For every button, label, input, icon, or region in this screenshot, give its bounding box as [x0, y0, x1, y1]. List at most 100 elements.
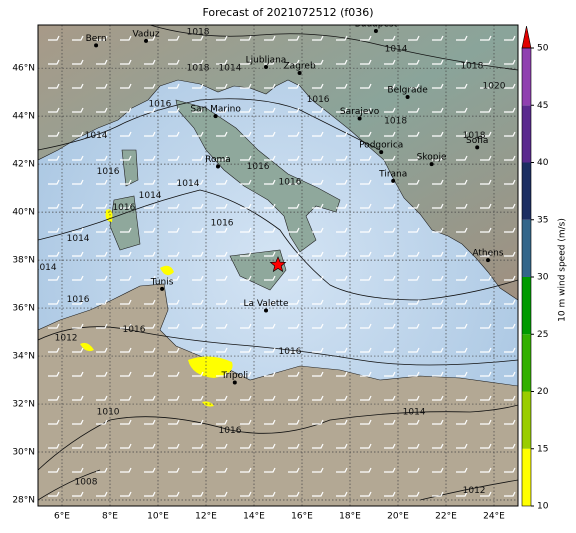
wind-barb: [192, 443, 204, 449]
y-tick-label: 46°N: [12, 64, 35, 74]
wind-barb: [264, 107, 276, 113]
wind-barb: [504, 443, 516, 449]
wind-barb: [408, 203, 420, 209]
wind-barb: [456, 179, 468, 185]
wind-barb: [360, 251, 372, 257]
wind-barb: [384, 203, 396, 209]
wind-barb: [456, 35, 468, 41]
wind-barb: [480, 371, 492, 377]
x-tick-label: 6°E: [54, 512, 70, 522]
wind-barb: [168, 491, 180, 497]
wind-barb: [72, 107, 84, 113]
wind-barb: [456, 419, 468, 425]
wind-barb: [408, 35, 420, 41]
wind-barb: [120, 419, 132, 425]
wind-barb: [120, 35, 132, 41]
wind-barb: [408, 323, 420, 329]
city-label: Vaduz: [132, 29, 159, 39]
wind-barb: [240, 251, 252, 257]
wind-barb: [288, 443, 300, 449]
wind-barb: [504, 323, 516, 329]
city-dot: [232, 380, 237, 385]
wind-barb: [504, 275, 516, 281]
wind-barb: [72, 491, 84, 497]
wind-barb: [48, 467, 60, 473]
city-label: Skopje: [417, 153, 447, 163]
wind-barb: [96, 347, 108, 353]
wind-barb: [456, 299, 468, 305]
colorbar-extend: [521, 25, 532, 49]
city-label: Bern: [86, 34, 107, 44]
city-dot: [264, 308, 268, 313]
wind-barb: [216, 35, 228, 41]
wind-barb: [240, 35, 252, 41]
event-star: [269, 256, 287, 273]
wind-barb: [216, 419, 228, 425]
wind-barb: [144, 107, 156, 113]
wind-barb: [264, 467, 276, 473]
wind-barb: [432, 395, 444, 401]
wind-barb: [240, 419, 252, 425]
wind-barb: [96, 131, 108, 137]
wind-barb: [120, 59, 132, 65]
wind-barb: [504, 179, 516, 185]
wind-barb: [288, 347, 300, 353]
city-dot: [391, 178, 396, 183]
wind-barb: [216, 371, 228, 377]
wind-barb: [264, 275, 276, 281]
wind-barb: [456, 131, 468, 137]
city-dot: [94, 43, 99, 48]
wind-barb: [120, 179, 132, 185]
wind-barb: [144, 275, 156, 281]
wind-barb: [144, 371, 156, 377]
isobar-label: 1014: [385, 44, 408, 54]
wind-barb: [264, 371, 276, 377]
wind-barb: [312, 227, 324, 233]
wind-barb: [480, 107, 492, 113]
wind-barb: [264, 155, 276, 161]
wind-barb: [48, 275, 60, 281]
isobar-label: 1018: [187, 28, 210, 38]
wind-barb: [48, 347, 60, 353]
isobar-labels: 1018 1018 1014 1016 1014 1016 1016 1014 1014 1016…: [38, 28, 506, 496]
corsica: [121, 149, 139, 187]
wind-barb: [456, 107, 468, 113]
wind-barb: [168, 251, 180, 257]
wind-barb: [384, 107, 396, 113]
wind-barb: [192, 275, 204, 281]
wind-barb: [264, 203, 276, 209]
wind-barb: [480, 203, 492, 209]
y-tick-label: 34°N: [12, 352, 35, 362]
wind-barb: [240, 275, 252, 281]
wind-barb: [288, 179, 300, 185]
wind-barb: [144, 347, 156, 353]
wind-barb: [96, 227, 108, 233]
wind-barb: [168, 59, 180, 65]
wind-barb: [312, 419, 324, 425]
wind-barb: [240, 179, 252, 185]
wind-barbs: [48, 35, 516, 497]
wind-barb: [432, 131, 444, 137]
axis-labels: 6°E 8°E 10°E 12°E 14°E 16°E 18°E 20°E 22°E 24°E 28…: [12, 64, 505, 522]
wind-barb: [144, 203, 156, 209]
wind-barb: [168, 323, 180, 329]
wind-barb: [456, 251, 468, 257]
wind-barb: [48, 395, 60, 401]
isobar: [38, 189, 518, 301]
wind-barb: [72, 467, 84, 473]
wind-barb: [336, 203, 348, 209]
wind-barb: [408, 395, 420, 401]
city-dot: [160, 286, 165, 291]
wind-barb: [72, 395, 84, 401]
colorbar-band: [522, 277, 531, 335]
wind-barb: [216, 467, 228, 473]
wind-barb: [264, 251, 276, 257]
wind-barb: [144, 83, 156, 89]
wind-barb: [264, 179, 276, 185]
wind-barb: [72, 443, 84, 449]
wind-barb: [504, 419, 516, 425]
isobar-label: 1016: [279, 347, 302, 357]
wind-barb: [360, 179, 372, 185]
colorbar-band: [522, 48, 531, 106]
